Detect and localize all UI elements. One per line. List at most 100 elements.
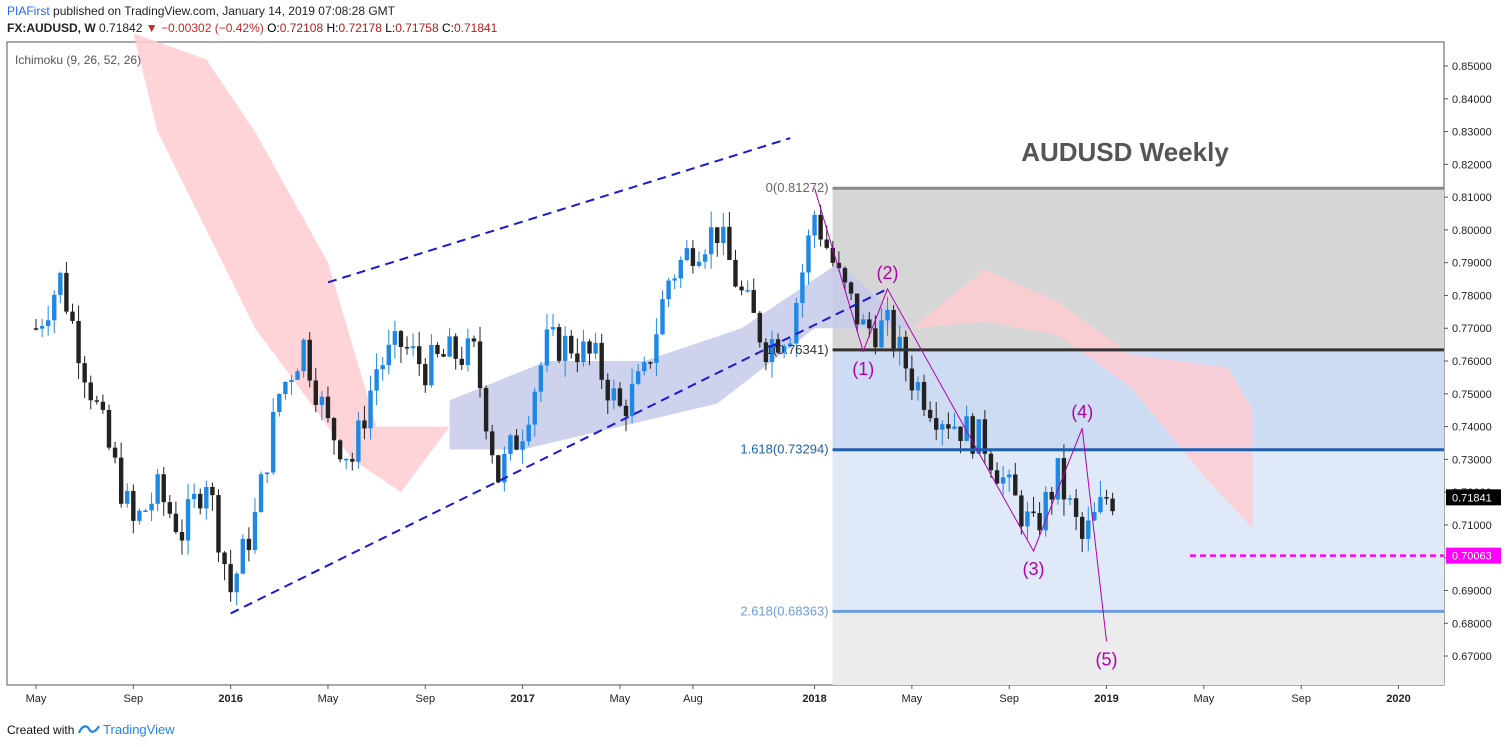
candle-up: [252, 512, 258, 550]
candle-down: [867, 319, 872, 329]
y-tick-label: 0.81000: [1452, 192, 1492, 204]
candle-down: [587, 341, 592, 354]
candle-down: [362, 420, 367, 429]
symbol-label: FX:AUDUSD, W: [7, 21, 96, 35]
candle-up: [544, 329, 550, 366]
y-tick-label: 0.73000: [1452, 454, 1492, 466]
publisher-name[interactable]: PIAFirst: [7, 4, 50, 18]
candle-up: [696, 261, 702, 266]
candle-down: [927, 409, 933, 419]
candle-up: [550, 327, 556, 330]
candle-up: [149, 503, 154, 511]
last-price: 0.71842: [99, 21, 143, 35]
footer: Created with TradingView: [7, 722, 175, 739]
candle-up: [204, 486, 209, 509]
wave-label: (3): [1023, 559, 1045, 579]
candle-down: [623, 405, 629, 417]
candle-down: [423, 364, 428, 386]
candle-down: [1079, 516, 1085, 539]
plot-area[interactable]: 0(0.81272) 1(0.76341) 1.618(0.73294) 2.618(…: [6, 33, 1445, 686]
candle-down: [483, 388, 489, 432]
candle-up: [191, 493, 197, 500]
candle-up: [976, 419, 981, 454]
candle-up: [812, 214, 817, 236]
candle-down: [994, 470, 1000, 484]
low-value: 0.71758: [395, 21, 439, 35]
candle-up: [277, 394, 282, 412]
y-tick-label: 0.68000: [1452, 618, 1492, 630]
candle-down: [824, 239, 829, 248]
candle-down: [988, 453, 994, 471]
x-tick-label: Sep: [1291, 693, 1311, 705]
candle-up: [1098, 497, 1103, 513]
channel-upper-line: [327, 137, 791, 284]
candle-down: [569, 335, 574, 354]
candle-down: [33, 328, 39, 330]
down-arrow-icon: ▼: [145, 21, 158, 35]
candle-down: [325, 396, 331, 419]
candle-down: [179, 531, 185, 541]
candle-down: [210, 486, 215, 496]
wave-label: (2): [877, 263, 899, 283]
candle-down: [131, 490, 136, 521]
candle-down: [909, 368, 915, 391]
last-price-marker: 0.71841: [1452, 492, 1492, 504]
candle-up: [45, 320, 51, 327]
candle-up: [374, 369, 379, 391]
candle-up: [319, 396, 325, 405]
candle-down: [648, 362, 653, 364]
candle-up: [39, 326, 45, 329]
candle-down: [775, 339, 781, 353]
candle-up: [708, 227, 714, 255]
candle-down: [216, 495, 221, 553]
candle-up: [447, 336, 452, 357]
created-with-text: Created with: [7, 723, 75, 737]
indicator-label[interactable]: Ichimoku (9, 26, 52, 26): [15, 53, 141, 67]
candle-up: [538, 365, 544, 392]
candle-down: [903, 336, 908, 369]
candle-down: [416, 346, 422, 365]
candle-up: [52, 294, 57, 321]
candle-up: [508, 435, 513, 454]
tradingview-brand[interactable]: TradingView: [103, 722, 175, 737]
channel-lower-line: [230, 288, 888, 615]
x-tick-label: 2016: [218, 693, 242, 705]
candle-down: [88, 382, 93, 401]
ichimoku-cloud-bearish-1: [133, 33, 450, 493]
candle-up: [271, 411, 276, 473]
candle-up: [258, 474, 264, 513]
x-tick-label: Sep: [415, 693, 435, 705]
y-tick-label: 0.83000: [1452, 127, 1492, 139]
candle-down: [599, 342, 604, 380]
fib-level-label: 0(0.81272): [766, 180, 829, 195]
candle-down: [854, 293, 860, 325]
candle-up: [861, 319, 866, 325]
wave-label: (1): [852, 359, 874, 379]
candle-down: [70, 311, 75, 321]
candle-up: [526, 424, 531, 442]
x-tick-label: 2017: [510, 693, 534, 705]
close-label: C:: [441, 21, 454, 35]
candle-up: [58, 272, 63, 295]
candle-up: [410, 346, 416, 349]
candle-down: [946, 424, 951, 429]
candle-up: [234, 573, 239, 593]
candle-down: [751, 290, 756, 313]
candle-up: [502, 453, 507, 483]
y-tick-label: 0.75000: [1452, 389, 1492, 401]
candle-up: [264, 472, 270, 475]
candle-down: [173, 513, 179, 532]
candle-down: [489, 431, 495, 456]
candle-down: [350, 458, 355, 462]
candle-up: [794, 302, 799, 344]
candle-down: [118, 457, 124, 504]
candle-up: [143, 510, 148, 512]
candle-up: [520, 441, 525, 450]
candle-up: [915, 382, 921, 391]
candle-down: [1049, 491, 1054, 500]
candle-up: [392, 331, 398, 345]
y-tick-label: 0.80000: [1452, 225, 1492, 237]
y-tick-label: 0.71000: [1452, 520, 1492, 532]
candle-up: [1025, 511, 1030, 527]
